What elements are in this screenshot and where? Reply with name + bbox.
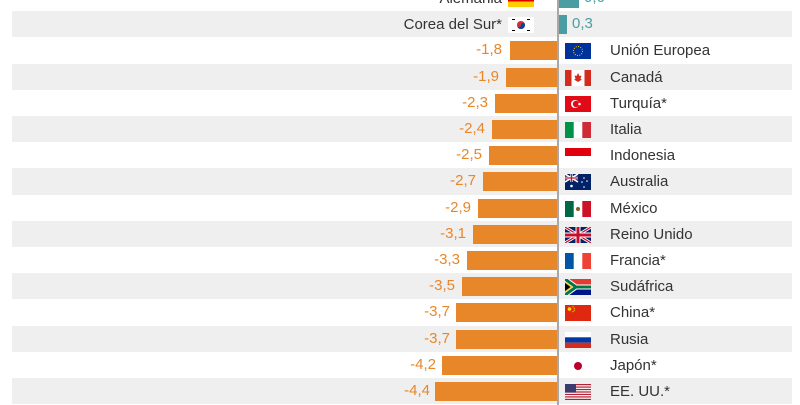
chart-row: -1,9 Canadá [12,63,792,90]
chart-row: -2,7 Australia [12,168,792,195]
country-label: Unión Europea [610,42,711,60]
bar-negative [435,382,557,401]
country-label: Reino Unido [610,225,693,243]
value-label: -2,7 [450,172,476,190]
bar-negative [478,198,557,218]
south-africa-flag-icon [565,279,591,296]
indonesia-flag-icon [565,148,591,165]
value-label: -1,9 [473,67,499,85]
russia-flag-icon [565,331,591,348]
bar-negative [456,303,557,323]
value-label: 0,3 [572,15,593,33]
country-label: Australia [610,173,669,191]
value-label: -3,7 [424,329,450,347]
bar-negative [495,93,557,113]
country-label: Alemania [439,0,502,9]
chart-row: -4,4 EE. UU.* [12,378,792,405]
bar-negative [489,146,557,166]
chart-row: -2,4 Italia [12,116,792,143]
italy-flag-icon [565,122,591,138]
australia-flag-icon [565,174,591,191]
chart-row: -2,5 Indonesia [12,142,792,168]
france-flag-icon [565,253,591,269]
value-label: -1,8 [476,41,502,59]
eu-flag-icon [565,43,591,60]
bar-negative [442,355,557,375]
mexico-flag-icon [565,200,591,217]
bar-negative [462,277,557,297]
chart-row: -3,7 China* [12,299,792,325]
country-label: Francia* [610,252,666,269]
chart-row: -3,3 Francia* [12,247,792,273]
chart-row: Alemania 0,6 [12,0,792,11]
country-label: Corea del Sur* [403,16,502,34]
zero-axis-line [557,0,559,405]
country-label: Turquía* [610,94,667,112]
value-label: 0,6 [584,0,605,8]
china-flag-icon [565,305,591,322]
chart-row: -1,8 Unión Europea [12,37,792,63]
usa-flag-icon [565,384,591,400]
value-label: -3,1 [440,224,466,242]
value-label: -3,3 [434,251,460,268]
bar-positive [559,0,579,8]
country-label: México [610,199,658,217]
country-label: EE. UU.* [610,383,671,400]
value-label: -4,4 [404,382,430,399]
japan-flag-icon [565,357,591,374]
germany-flag-icon [508,0,534,7]
bar-negative [492,120,557,139]
value-label: -2,4 [459,120,485,137]
value-label: -2,9 [445,198,471,216]
value-label: -2,3 [462,93,488,111]
bar-negative [483,172,557,192]
value-label: -4,2 [410,355,436,373]
bar-negative [467,251,557,270]
chart-row: -4,2 Japón* [12,352,792,378]
country-label: Japón* [610,356,657,374]
bar-negative [506,67,557,87]
chart-row: -3,5 Sudáfrica [12,273,792,300]
bar-negative [510,41,557,61]
value-label: -3,5 [429,277,455,295]
chart-row: -2,9 México [12,195,792,221]
chart-row: Corea del Sur* 0,3 [12,11,792,38]
bar-negative [473,224,557,244]
country-label: Indonesia [610,147,676,165]
value-label: -2,5 [456,146,482,164]
chart-row: -3,1 Reino Unido [12,220,792,247]
uk-flag-icon [565,226,591,243]
chart-row: -3,7 Rusia [12,325,792,352]
country-label: Sudáfrica [610,278,674,296]
chart-row: -2,3 Turquía* [12,90,792,116]
turkey-flag-icon [565,95,591,112]
south-korea-flag-icon [508,17,534,34]
value-label: -3,7 [424,303,450,321]
country-label: Canadá [610,68,663,86]
bar-negative [456,329,557,349]
country-label: Italia [610,121,642,138]
canada-flag-icon [565,69,591,86]
bar-positive [559,15,567,35]
country-label: Rusia [610,330,649,348]
country-label: China* [610,304,656,322]
